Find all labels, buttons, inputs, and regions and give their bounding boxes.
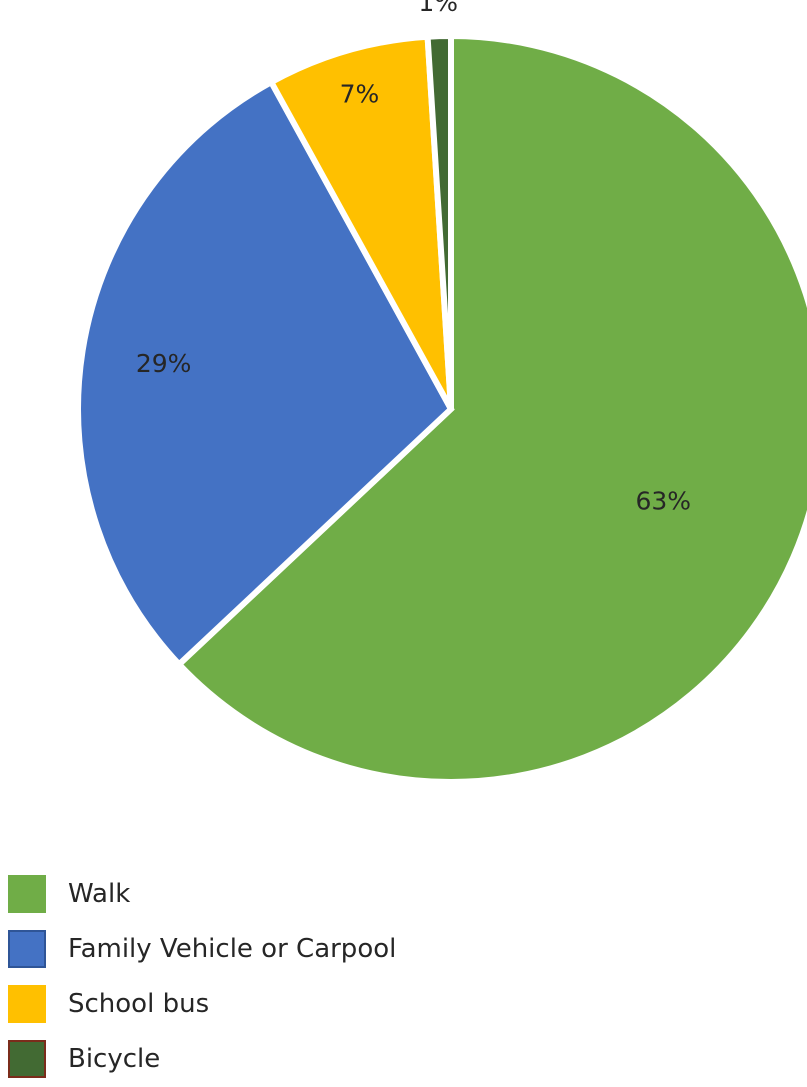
pie-slices — [75, 32, 807, 785]
pie-chart: 63% 29% 7% 1% — [75, 0, 807, 785]
legend-item-walk: Walk — [8, 866, 396, 921]
legend-label-family-vehicle-or-carpool: Family Vehicle or Carpool — [68, 933, 397, 964]
data-label-school-bus: 7% — [340, 79, 380, 108]
data-label-bicycle: 1% — [418, 0, 458, 17]
chart-legend: Walk Family Vehicle or Carpool School bu… — [8, 866, 396, 1086]
legend-label-school-bus: School bus — [68, 988, 210, 1019]
data-label-family-vehicle-or-carpool: 29% — [136, 349, 192, 378]
pie-slice-family-vehicle-or-carpool — [75, 78, 455, 669]
pie-slice-school-bus — [267, 33, 454, 411]
pie-data-labels: 63% 29% 7% 1% — [136, 0, 691, 515]
data-label-walk: 63% — [635, 486, 691, 515]
legend-swatch-bicycle — [8, 1039, 46, 1078]
legend-swatch-family-vehicle-or-carpool — [8, 929, 46, 968]
legend-item-school-bus: School bus — [8, 976, 396, 1031]
pie-slice-bicycle — [424, 32, 454, 410]
pie-slice-walk — [174, 32, 807, 785]
legend-label-walk: Walk — [68, 878, 131, 909]
legend-swatch-school-bus — [8, 984, 46, 1023]
legend-item-family-vehicle-or-carpool: Family Vehicle or Carpool — [8, 921, 396, 976]
legend-item-bicycle: Bicycle — [8, 1031, 396, 1086]
legend-swatch-walk — [8, 874, 46, 913]
legend-label-bicycle: Bicycle — [68, 1043, 161, 1074]
